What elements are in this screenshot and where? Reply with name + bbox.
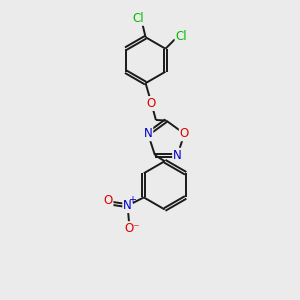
Text: O: O <box>180 127 189 140</box>
Text: N: N <box>173 149 182 162</box>
Text: O: O <box>103 194 112 207</box>
Text: O: O <box>147 97 156 110</box>
Text: ⁻: ⁻ <box>132 222 139 235</box>
Text: O: O <box>124 222 134 235</box>
Text: Cl: Cl <box>132 12 144 25</box>
Text: N: N <box>144 127 152 140</box>
Text: N: N <box>123 199 132 212</box>
Text: Cl: Cl <box>176 30 187 44</box>
Text: +: + <box>128 195 136 205</box>
